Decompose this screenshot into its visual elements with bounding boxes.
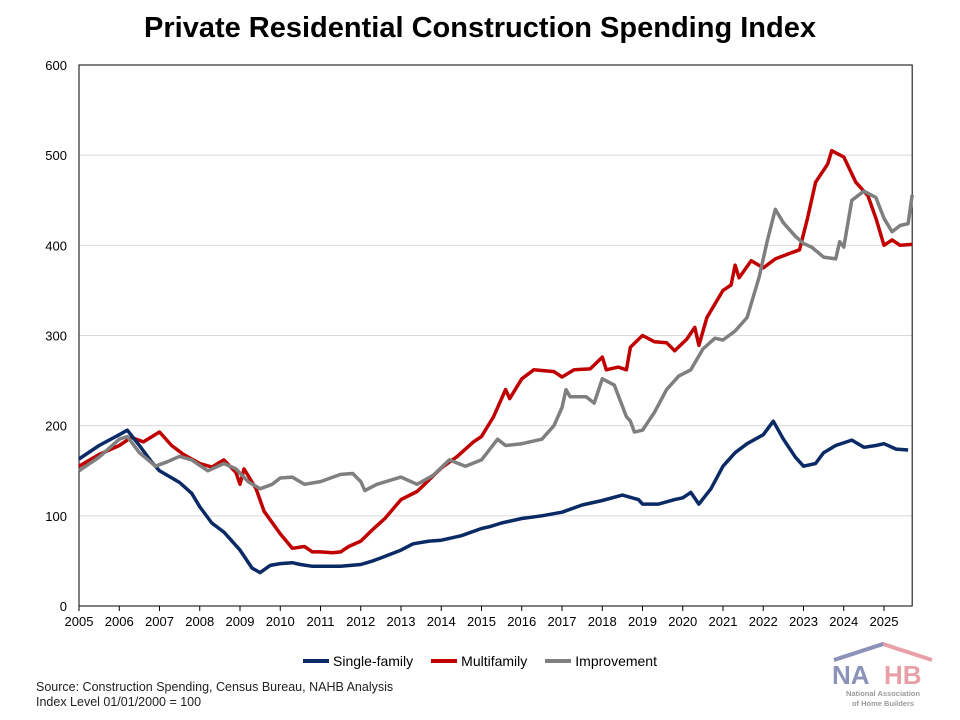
y-tick-label: 100 xyxy=(45,509,67,524)
nahb-logo-graphic: NA HB National Association of Home Build… xyxy=(832,641,933,708)
x-tick-label: 2024 xyxy=(829,614,858,629)
x-tick-label: 2023 xyxy=(789,614,818,629)
series-line-improvement xyxy=(78,189,914,493)
legend-swatch xyxy=(431,659,458,663)
plot-border xyxy=(78,64,913,607)
x-tick-label: 2013 xyxy=(387,614,416,629)
y-tick-label: 600 xyxy=(45,58,67,73)
source-note: Source: Construction Spending, Census Bu… xyxy=(36,680,393,710)
legend-item-improvement: Improvement xyxy=(545,653,657,669)
series-line-multifamily xyxy=(78,148,913,555)
svg-text:NA: NA xyxy=(832,660,870,690)
index-note: Index Level 01/01/2000 = 100 xyxy=(36,695,202,709)
legend-label: Improvement xyxy=(575,653,657,669)
x-tick-label: 2025 xyxy=(870,614,899,629)
y-tick-label: 200 xyxy=(45,419,67,434)
legend-swatch xyxy=(545,659,572,663)
y-tick-label: 0 xyxy=(60,599,67,614)
x-tick-label: 2019 xyxy=(628,614,657,629)
legend-label: Single-family xyxy=(333,653,414,669)
svg-text:National Association: National Association xyxy=(846,689,920,698)
chart-title: Private Residential Construction Spendin… xyxy=(144,12,816,44)
x-tick-label: 2012 xyxy=(346,614,375,629)
x-tick-label: 2008 xyxy=(185,614,214,629)
x-tick-label: 2021 xyxy=(709,614,738,629)
x-tick-label: 2020 xyxy=(668,614,697,629)
x-tick-label: 2007 xyxy=(145,614,174,629)
x-tick-label: 2009 xyxy=(226,614,255,629)
legend-swatch xyxy=(303,659,330,663)
x-tick-label: 2016 xyxy=(507,614,536,629)
x-tick-label: 2017 xyxy=(548,614,577,629)
x-tick-label: 2022 xyxy=(749,614,778,629)
y-tick-label: 300 xyxy=(45,329,67,344)
y-tick-label: 400 xyxy=(45,238,67,253)
legend-item-multifamily: Multifamily xyxy=(431,653,527,669)
x-tick-label: 2010 xyxy=(266,614,295,629)
x-tick-label: 2015 xyxy=(467,614,496,629)
series-line-single-family xyxy=(78,419,909,575)
legend-label: Multifamily xyxy=(461,653,528,669)
x-tick-label: 2011 xyxy=(307,614,335,629)
svg-text:of Home Builders: of Home Builders xyxy=(852,699,914,708)
x-tick-label: 2005 xyxy=(65,614,94,629)
x-tick-label: 2018 xyxy=(588,614,617,629)
svg-text:HB: HB xyxy=(884,660,922,690)
legend: Single-family Multifamily Improvement xyxy=(0,653,960,669)
source-text: Source: Construction Spending, Census Bu… xyxy=(36,680,394,694)
x-tick-label: 2006 xyxy=(105,614,134,629)
nahb-logo: NA HB National Association of Home Build… xyxy=(828,640,938,715)
x-tick-label: 2014 xyxy=(427,614,456,629)
y-tick-label: 500 xyxy=(45,148,67,163)
legend-item-single-family: Single-family xyxy=(303,653,413,669)
